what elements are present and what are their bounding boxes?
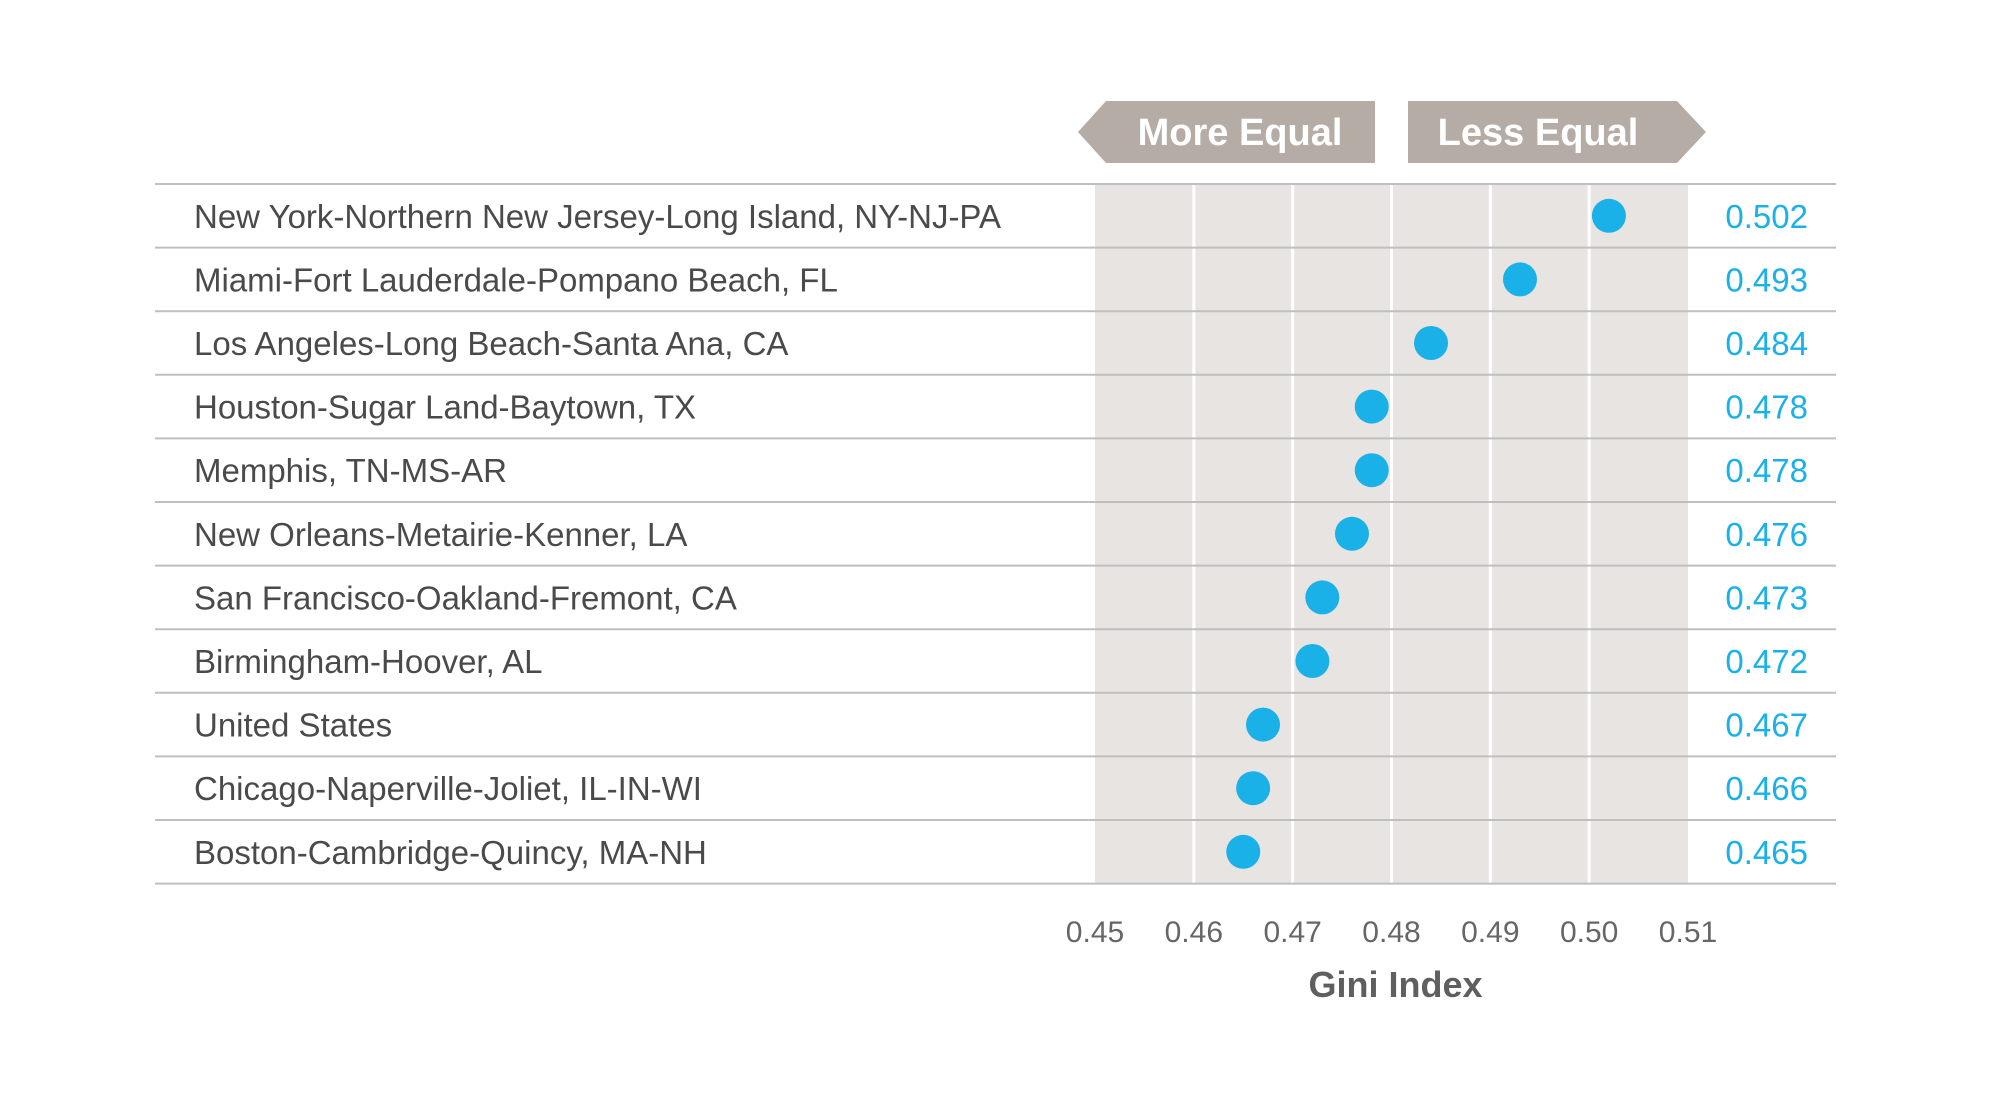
value-label: 0.465 <box>1725 834 1808 871</box>
data-point <box>1354 389 1389 424</box>
less-equal-arrow <box>1408 101 1706 163</box>
x-tick-label: 0.50 <box>1560 916 1618 949</box>
less-equal-arrow-label: Less Equal <box>1438 112 1639 154</box>
data-point <box>1236 771 1271 806</box>
direction-arrows: More Equal Less Equal <box>1078 101 1706 163</box>
data-point <box>1502 262 1537 297</box>
x-axis: Gini Index 0.45 0.46 0.47 0.48 0.49 0.50 0.51 <box>1066 916 1717 1005</box>
x-tick-label: 0.45 <box>1066 916 1124 949</box>
row-label: New York-Northern New Jersey-Long Island… <box>194 198 1001 235</box>
row-label: Memphis, TN-MS-AR <box>194 452 507 489</box>
value-label: 0.472 <box>1725 643 1808 680</box>
x-tick-label: 0.48 <box>1362 916 1420 949</box>
x-tick-label: 0.47 <box>1263 916 1321 949</box>
x-tick-label: 0.49 <box>1461 916 1519 949</box>
value-label: 0.466 <box>1725 770 1808 807</box>
row-label: Birmingham-Hoover, AL <box>194 643 542 680</box>
value-label: 0.478 <box>1725 389 1808 426</box>
value-label: 0.484 <box>1725 325 1808 362</box>
plot-background-layer <box>1095 184 1688 884</box>
value-label: 0.473 <box>1725 579 1808 616</box>
row-label: Boston-Cambridge-Quincy, MA-NH <box>194 834 707 871</box>
row-label: San Francisco-Oakland-Fremont, CA <box>194 579 737 616</box>
value-label: 0.493 <box>1725 261 1808 298</box>
data-point <box>1295 644 1330 678</box>
value-label: 0.478 <box>1725 452 1808 489</box>
x-tick-label: 0.46 <box>1165 916 1223 949</box>
data-point <box>1591 198 1626 233</box>
value-label: 0.502 <box>1725 198 1808 235</box>
more-equal-arrow <box>1078 101 1375 163</box>
data-point <box>1305 580 1340 615</box>
data-point <box>1354 453 1389 488</box>
value-label: 0.476 <box>1725 516 1808 553</box>
row-label: Miami-Fort Lauderdale-Pompano Beach, FL <box>194 261 838 298</box>
row-label: Chicago-Naperville-Joliet, IL-IN-WI <box>194 770 702 807</box>
data-point <box>1246 707 1281 742</box>
data-point <box>1226 834 1261 869</box>
data-point <box>1414 326 1449 360</box>
value-label: 0.467 <box>1725 707 1808 744</box>
data-point <box>1334 516 1369 551</box>
row-label: Los Angeles-Long Beach-Santa Ana, CA <box>194 325 788 362</box>
row-label: New Orleans-Metairie-Kenner, LA <box>194 516 687 553</box>
row-label: Houston-Sugar Land-Baytown, TX <box>194 389 696 426</box>
more-equal-arrow-label: More Equal <box>1138 112 1343 154</box>
x-tick-label: 0.51 <box>1659 916 1717 949</box>
x-axis-title: Gini Index <box>1308 964 1482 1005</box>
row-label: United States <box>194 707 392 744</box>
chart-rows: New York-Northern New Jersey-Long Island… <box>155 183 1836 885</box>
